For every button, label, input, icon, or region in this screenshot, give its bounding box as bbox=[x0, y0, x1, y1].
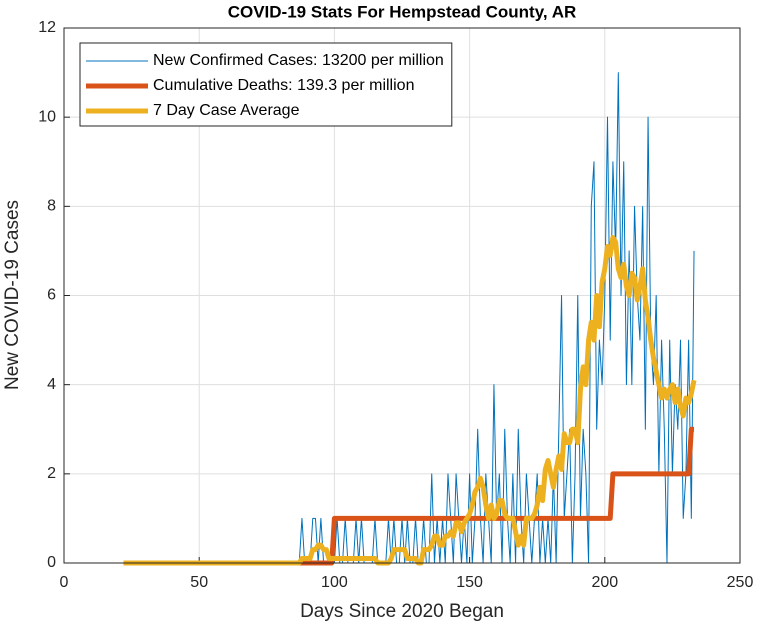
legend-label: 7 Day Case Average bbox=[153, 102, 300, 119]
x-tick-label: 150 bbox=[456, 574, 483, 591]
chart-title: COVID-19 Stats For Hempstead County, AR bbox=[228, 2, 577, 21]
axes-box bbox=[63, 27, 741, 564]
legend: New Confirmed Cases: 13200 per million Cu… bbox=[79, 42, 453, 127]
legend-label: New Confirmed Cases: 13200 per million bbox=[153, 52, 444, 69]
x-axis-label: Days Since 2020 Began bbox=[300, 601, 504, 622]
y-tick-label: 2 bbox=[47, 465, 56, 482]
x-tick-label: 0 bbox=[60, 574, 69, 591]
x-tick-label: 50 bbox=[190, 574, 208, 591]
y-axis-label: New COVID-19 Cases bbox=[2, 200, 23, 390]
y-tick-label: 0 bbox=[47, 554, 56, 571]
y-tick-label: 4 bbox=[47, 376, 56, 393]
legend-label: Cumulative Deaths: 139.3 per million bbox=[153, 77, 414, 94]
x-tick-label: 250 bbox=[727, 574, 754, 591]
x-tick-label: 100 bbox=[321, 574, 348, 591]
y-tick-label: 10 bbox=[38, 108, 56, 125]
x-tick-label: 200 bbox=[591, 574, 618, 591]
y-tick-label: 8 bbox=[47, 198, 56, 215]
y-tick-label: 6 bbox=[47, 287, 56, 304]
y-tick-label: 12 bbox=[38, 19, 56, 36]
